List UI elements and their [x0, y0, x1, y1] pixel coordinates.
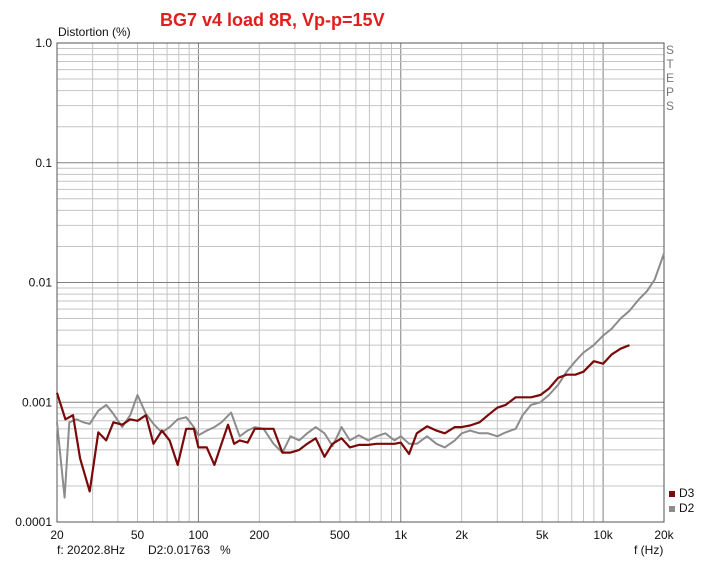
y-tick-label: 0.0001 [15, 515, 52, 529]
y-tick-label: 1.0 [35, 36, 52, 50]
series-layer [55, 253, 665, 499]
cursor-frequency: f: 20202.8Hz [57, 543, 125, 557]
series-line-d2 [56, 253, 665, 499]
x-tick-label: 1k [394, 528, 408, 542]
steps-letter: T [666, 57, 674, 71]
x-tick-label: 20 [50, 528, 64, 542]
y-tick-label: 0.001 [22, 395, 52, 409]
plot-frame [56, 42, 665, 523]
legend-swatch-d3 [669, 491, 675, 497]
legend-swatch-d2 [669, 506, 675, 512]
chart-title: BG7 v4 load 8R, Vp-p=15V [160, 10, 385, 30]
steps-letter: P [666, 85, 674, 99]
x-tick-label: 200 [249, 528, 269, 542]
x-tick-label: 5k [536, 528, 550, 542]
x-tick-labels: 20 50 100 200 500 1k 2k 5k 10k 20k [50, 528, 674, 542]
y-tick-labels: 1.0 0.1 0.01 0.001 0.0001 [15, 36, 52, 529]
y-tick-label: 0.1 [35, 156, 52, 170]
steps-letter: S [666, 43, 674, 57]
x-tick-label: 10k [593, 528, 613, 542]
x-tick-label: 500 [330, 528, 350, 542]
grid [56, 43, 665, 523]
cursor-value: D2:0.01763 [148, 543, 210, 557]
y-axis-label: Distortion (%) [58, 25, 131, 39]
legend-label-d2: D2 [679, 501, 695, 515]
legend-label-d3: D3 [679, 486, 695, 500]
x-axis-label: f (Hz) [634, 543, 663, 557]
x-tick-label: 100 [188, 528, 208, 542]
x-tick-label: 20k [654, 528, 674, 542]
x-tick-label: 2k [455, 528, 469, 542]
series-line-d3 [55, 344, 630, 493]
y-tick-label: 0.01 [29, 276, 53, 290]
cursor-unit: % [220, 543, 231, 557]
steps-letter: E [666, 71, 674, 85]
steps-letter: S [666, 99, 674, 113]
x-tick-label: 50 [131, 528, 145, 542]
